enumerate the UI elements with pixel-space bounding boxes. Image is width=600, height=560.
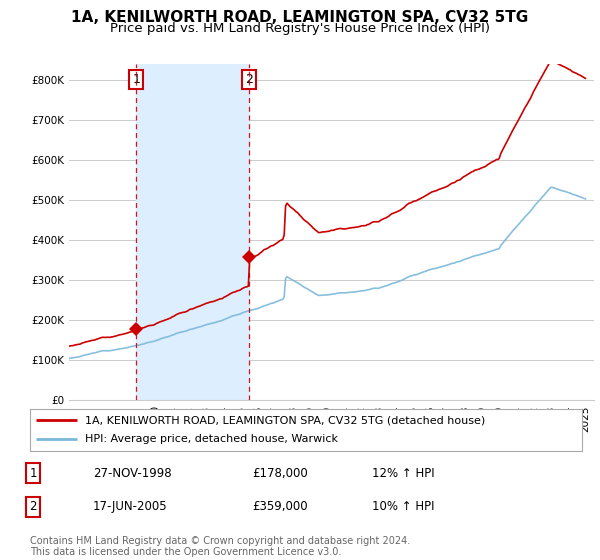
Text: 27-NOV-1998: 27-NOV-1998 xyxy=(93,466,172,480)
Text: 17-JUN-2005: 17-JUN-2005 xyxy=(93,500,167,514)
Text: £178,000: £178,000 xyxy=(252,466,308,480)
Text: Price paid vs. HM Land Registry's House Price Index (HPI): Price paid vs. HM Land Registry's House … xyxy=(110,22,490,35)
Text: 1: 1 xyxy=(29,466,37,480)
Text: £359,000: £359,000 xyxy=(252,500,308,514)
Text: 1: 1 xyxy=(132,73,140,86)
Text: Contains HM Land Registry data © Crown copyright and database right 2024.
This d: Contains HM Land Registry data © Crown c… xyxy=(30,535,410,557)
Text: 2: 2 xyxy=(29,500,37,514)
Text: 12% ↑ HPI: 12% ↑ HPI xyxy=(372,466,434,480)
Text: 1A, KENILWORTH ROAD, LEAMINGTON SPA, CV32 5TG (detached house): 1A, KENILWORTH ROAD, LEAMINGTON SPA, CV3… xyxy=(85,415,485,425)
Text: 2: 2 xyxy=(245,73,253,86)
Text: 1A, KENILWORTH ROAD, LEAMINGTON SPA, CV32 5TG: 1A, KENILWORTH ROAD, LEAMINGTON SPA, CV3… xyxy=(71,10,529,25)
Text: 10% ↑ HPI: 10% ↑ HPI xyxy=(372,500,434,514)
Text: HPI: Average price, detached house, Warwick: HPI: Average price, detached house, Warw… xyxy=(85,435,338,445)
Bar xyxy=(136,64,249,400)
